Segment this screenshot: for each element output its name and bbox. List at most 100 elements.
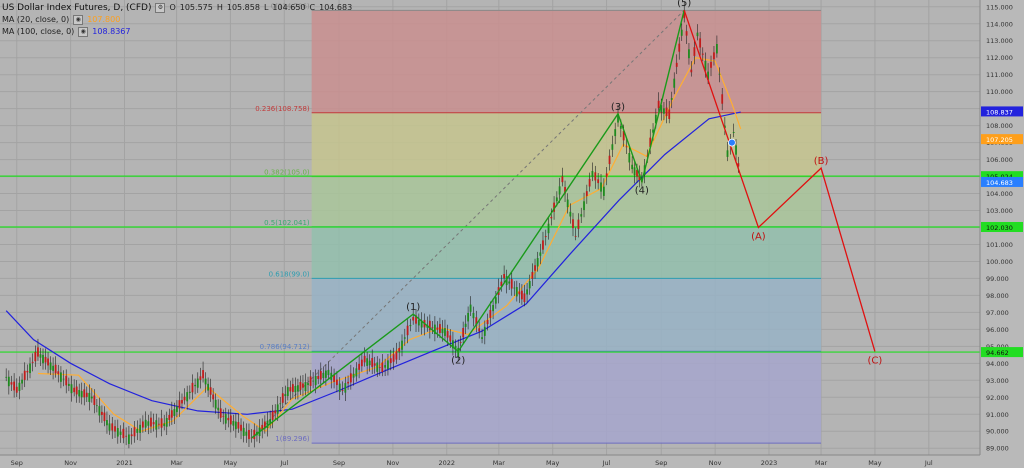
candle-body xyxy=(572,219,574,229)
x-tick-label: Sep xyxy=(655,459,667,467)
candle-body xyxy=(227,417,230,421)
candle-body xyxy=(611,144,614,150)
fib-level-label: 1(89.296) xyxy=(275,435,310,443)
candle-body xyxy=(513,287,516,289)
candle-body xyxy=(467,312,470,322)
candle-body xyxy=(26,370,29,373)
candle-body xyxy=(657,100,660,108)
y-tick-label: 101.000 xyxy=(986,241,1013,249)
candle-body xyxy=(683,10,686,19)
candle-body xyxy=(378,367,381,368)
candle-body xyxy=(478,328,481,332)
candle-body xyxy=(42,354,44,364)
candle-body xyxy=(690,69,693,73)
candle-body xyxy=(652,129,654,133)
candle-body xyxy=(85,392,88,397)
candle-body xyxy=(248,429,250,440)
candle-body xyxy=(23,370,26,380)
candle-body xyxy=(274,410,277,414)
eye-icon[interactable]: ◉ xyxy=(78,27,89,37)
candle-body xyxy=(625,146,628,148)
x-tick-label: May xyxy=(868,459,882,467)
candle-body xyxy=(654,114,657,124)
indicator-ma20[interactable]: MA (20, close, 0) ◉ 107.800 xyxy=(2,14,352,26)
candle-body xyxy=(178,400,181,409)
candle-body xyxy=(726,150,729,157)
y-tick-label: 97.000 xyxy=(986,309,1009,317)
candle-body xyxy=(505,276,508,286)
candle-body xyxy=(327,369,330,376)
symbol-header: US Dollar Index Futures, D, (CFD) ⚙ O 105… xyxy=(2,2,352,14)
candle-body xyxy=(344,383,347,393)
candle-body xyxy=(561,176,564,183)
candle-body xyxy=(73,387,76,393)
time-axis-background xyxy=(0,455,1024,468)
candle-body xyxy=(663,108,665,114)
candle-body xyxy=(302,383,304,388)
ohlc-open-key: O xyxy=(169,3,176,12)
fib-zone xyxy=(311,10,822,113)
candle-body xyxy=(70,384,73,394)
candle-body xyxy=(483,326,486,336)
x-tick-label: Jul xyxy=(279,459,288,467)
candle-body xyxy=(289,387,292,392)
candle-body xyxy=(457,347,460,358)
candle-body xyxy=(660,105,663,113)
x-tick-label: Nov xyxy=(387,459,400,467)
candle-body xyxy=(34,352,37,362)
candle-body xyxy=(481,337,483,339)
candle-body xyxy=(489,309,492,318)
candle-body xyxy=(723,125,726,128)
ma100-line xyxy=(5,111,741,415)
candle-body xyxy=(116,428,119,437)
wave-label: (3) xyxy=(611,102,625,113)
candle-body xyxy=(314,375,317,386)
ohlc-close-value: 104.683 xyxy=(319,3,353,12)
indicator-ma100[interactable]: MA (100, close, 0) ◉ 108.8367 xyxy=(2,26,352,38)
y-tick-label: 91.000 xyxy=(986,411,1009,419)
price-badge-text: 107.205 xyxy=(986,136,1013,144)
ohlc-close-key: C xyxy=(309,3,316,12)
candle-body xyxy=(133,427,136,437)
candle-body xyxy=(90,396,93,399)
candle-body xyxy=(368,360,371,366)
indicator-ma20-value: 107.800 xyxy=(87,15,121,24)
candle-body xyxy=(710,62,712,68)
candle-body xyxy=(577,219,580,230)
settings-button[interactable]: ⚙ xyxy=(155,3,166,13)
candle-body xyxy=(373,363,376,366)
candle-body xyxy=(469,304,472,312)
candle-body xyxy=(631,164,634,170)
candle-body xyxy=(163,423,166,427)
fib-level-label: 0.618(99.0) xyxy=(269,270,310,278)
candle-body xyxy=(276,404,279,414)
eye-icon[interactable]: ◉ xyxy=(73,15,84,25)
y-tick-label: 99.000 xyxy=(986,275,1009,283)
candle-body xyxy=(224,414,227,424)
candle-body xyxy=(352,373,355,378)
price-badge xyxy=(981,176,1023,187)
candle-body xyxy=(574,235,577,237)
candle-body xyxy=(544,236,547,238)
candle-body xyxy=(594,172,597,181)
candle-body xyxy=(392,354,395,362)
candle-body xyxy=(366,358,369,366)
indicator-ma20-label: MA (20, close, 0) xyxy=(2,15,70,24)
candle-body xyxy=(588,178,591,187)
candle-body xyxy=(176,406,178,413)
elliott-wave-line xyxy=(251,10,685,439)
candle-body xyxy=(553,202,555,212)
candle-body xyxy=(52,365,54,371)
candle-body xyxy=(515,287,518,297)
candle-body xyxy=(668,109,671,120)
candle-body xyxy=(5,376,8,378)
candle-body xyxy=(401,340,403,350)
candle-body xyxy=(417,319,420,326)
elliott-wave-labels: (1) (2) (3) (4) (5) xyxy=(406,0,691,366)
candle-body xyxy=(454,345,457,350)
candle-body xyxy=(600,182,602,192)
candle-body xyxy=(347,381,349,384)
y-tick-label: 94.000 xyxy=(986,360,1009,368)
